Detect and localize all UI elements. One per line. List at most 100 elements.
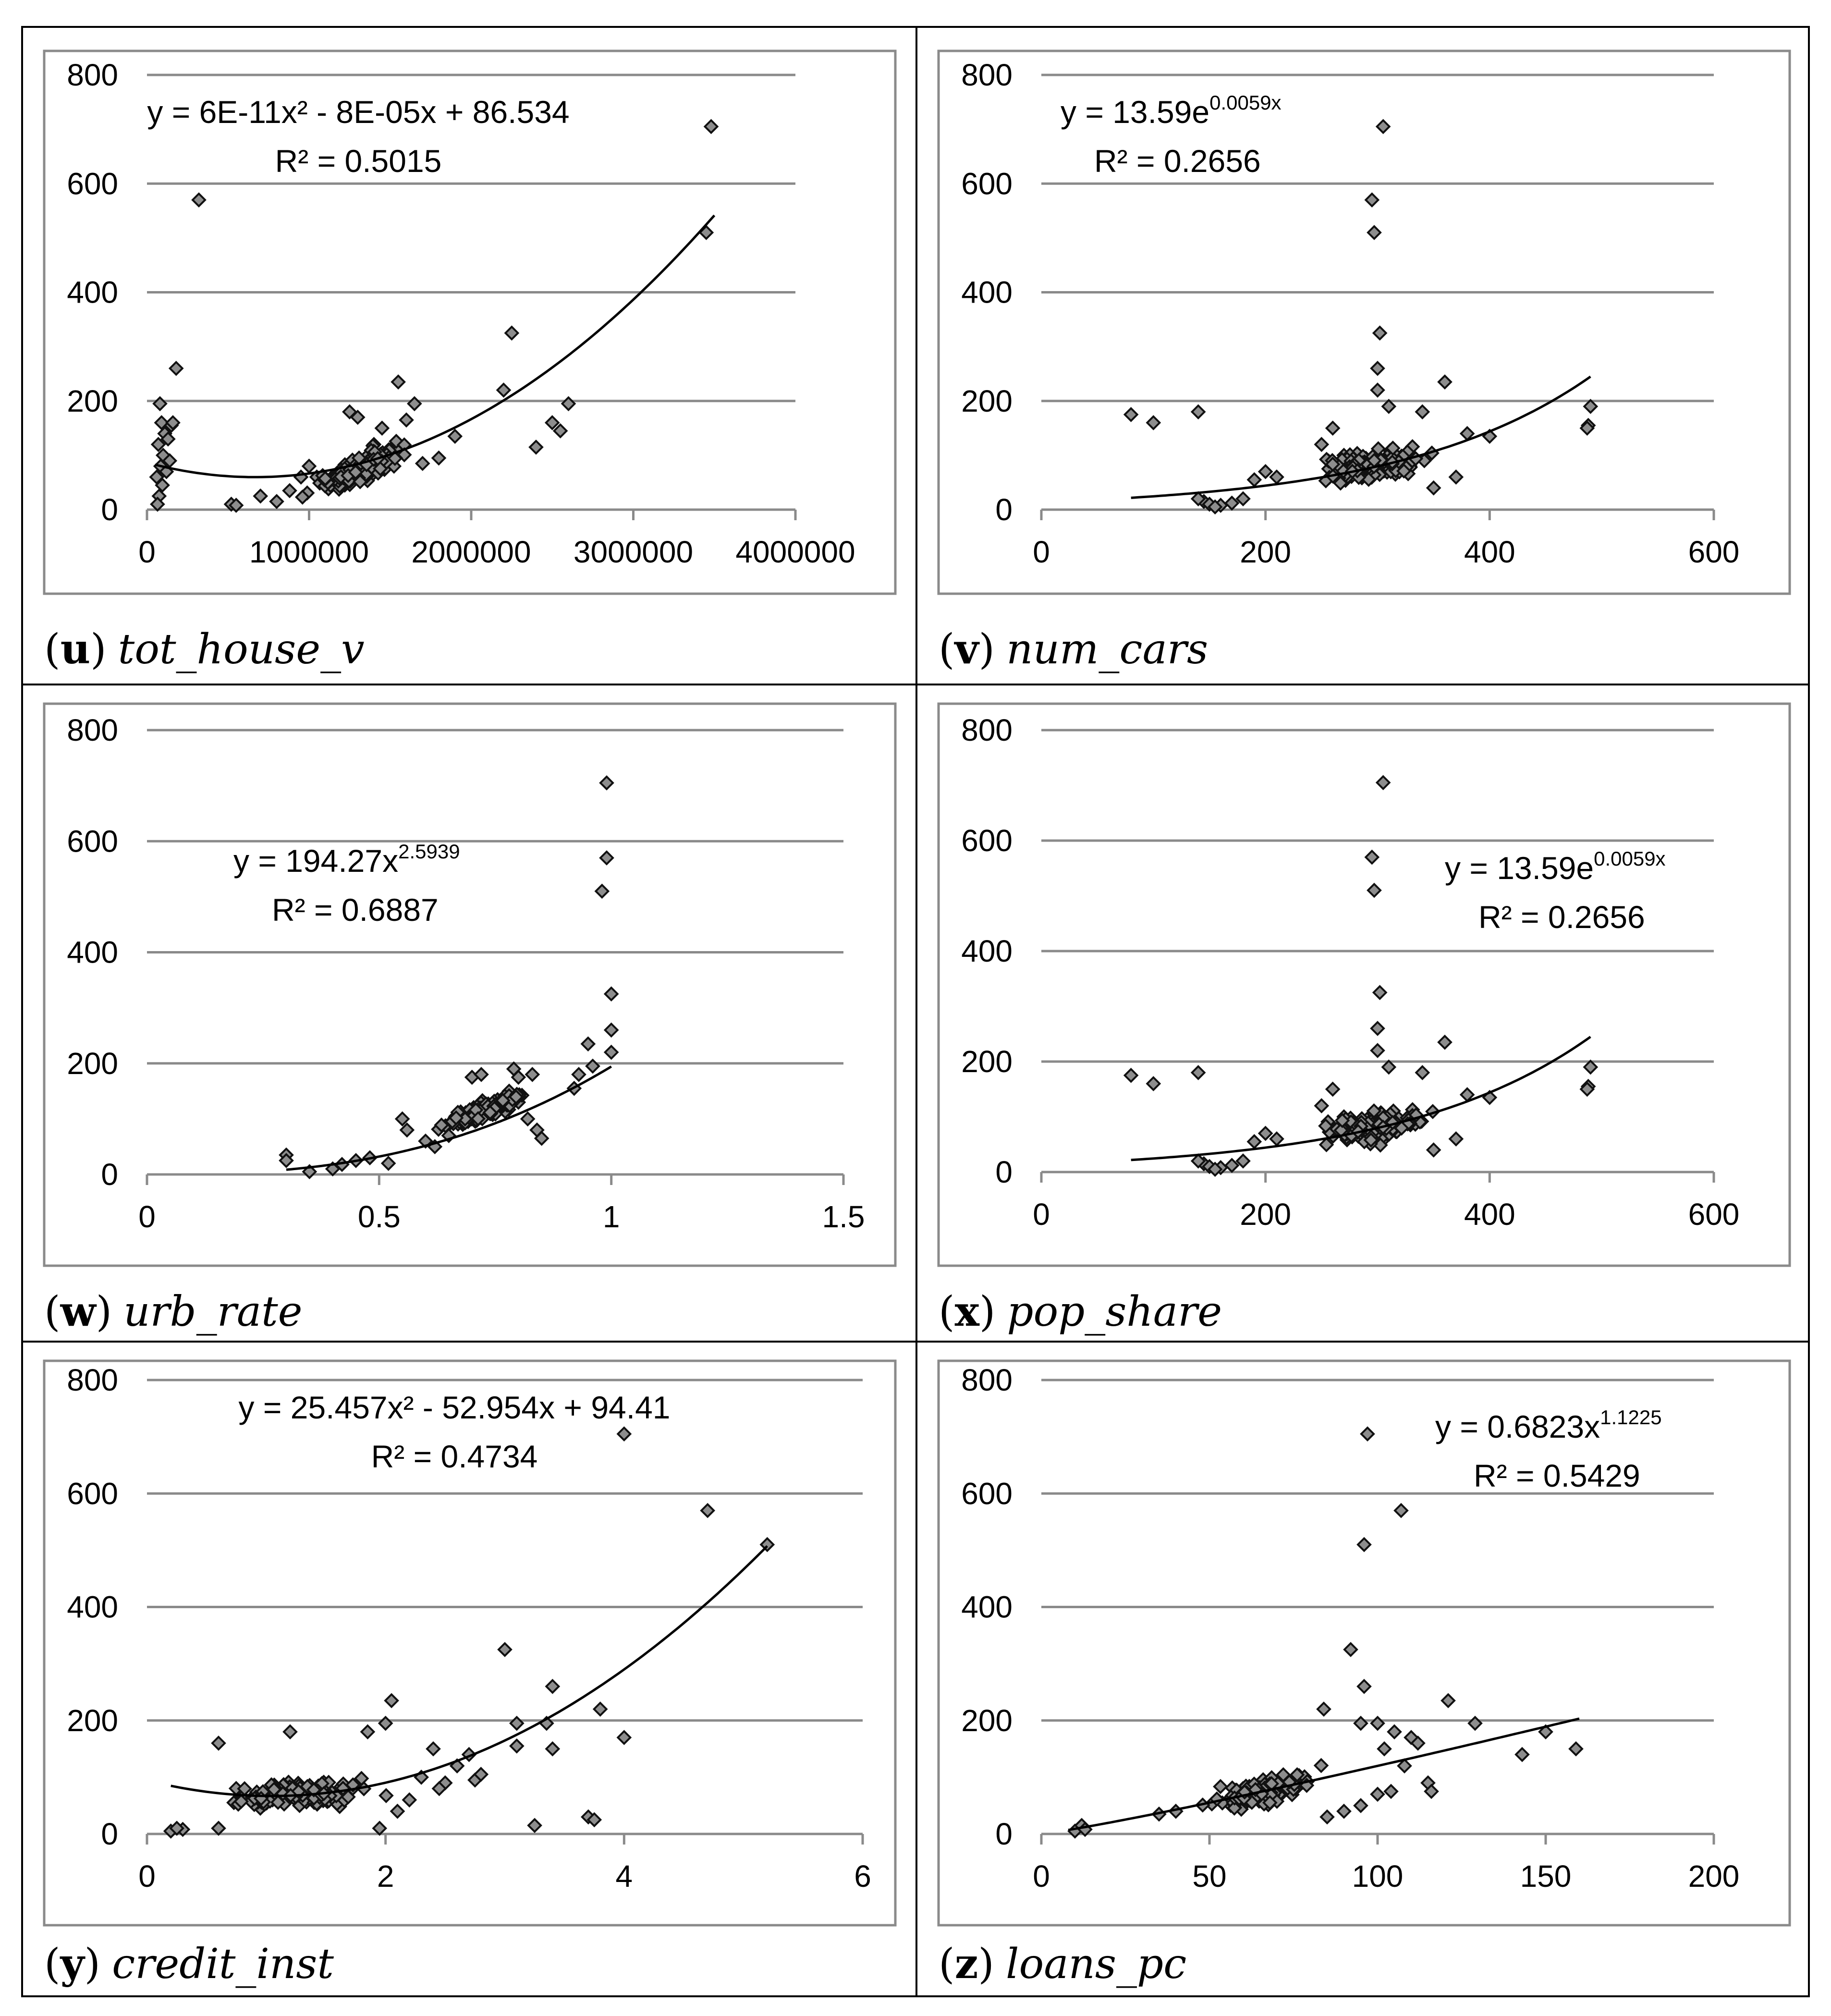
- data-point: [165, 415, 181, 430]
- panel-letter: w: [60, 1287, 97, 1336]
- figure-grid: [21, 26, 1810, 1997]
- panel-label: pop_share: [1007, 1288, 1222, 1336]
- r-squared: R² = 0.4734: [371, 1439, 538, 1474]
- data-point: [561, 396, 576, 412]
- data-point: [150, 437, 166, 452]
- y-tick-label: 400: [67, 275, 118, 310]
- r-squared: R² = 0.2656: [1478, 899, 1645, 935]
- trend-equation: y = 13.59e0.0059x: [1061, 91, 1282, 130]
- x-tick-label: 100: [1352, 1859, 1404, 1894]
- data-point: [1314, 1098, 1330, 1113]
- data-point: [169, 1821, 184, 1836]
- data-point: [434, 1117, 449, 1133]
- y-tick-label: 800: [67, 713, 118, 747]
- y-tick-label: 600: [961, 166, 1013, 201]
- chart-frame: [43, 1359, 897, 1927]
- data-point: [1370, 382, 1385, 398]
- data-point: [571, 1067, 586, 1082]
- data-point: [508, 1089, 524, 1105]
- chart-frame: [937, 1359, 1791, 1927]
- data-point: [470, 1111, 486, 1126]
- trendline: [1131, 1036, 1591, 1161]
- data-point: [527, 1818, 542, 1833]
- equation-exponent: 2.5939: [398, 840, 460, 863]
- panel-label: num_cars: [1006, 625, 1208, 673]
- data-point: [269, 494, 284, 509]
- panel-letter: y: [60, 1940, 86, 1988]
- data-point: [380, 1156, 396, 1171]
- trend-equation: y = 194.27x2.5939: [233, 840, 460, 879]
- data-point: [282, 483, 297, 499]
- data-point: [1381, 1059, 1397, 1075]
- data-point: [253, 488, 269, 504]
- data-point: [394, 1111, 410, 1127]
- x-tick-label: 600: [1688, 535, 1740, 569]
- data-point: [374, 420, 390, 436]
- trend-equation: y = 6E-11x² - 8E-05x + 86.534: [147, 94, 569, 130]
- x-tick-label: 2: [377, 1859, 394, 1894]
- panel-letter: v: [954, 625, 980, 673]
- x-tick-label: 0: [138, 1859, 156, 1894]
- x-tick-label: 600: [1688, 1197, 1740, 1232]
- data-point: [529, 1122, 545, 1138]
- data-point: [294, 489, 310, 505]
- data-point: [474, 1067, 489, 1082]
- data-point: [391, 374, 406, 390]
- data-point: [1426, 480, 1441, 496]
- data-point: [431, 1781, 447, 1796]
- data-point: [1226, 1800, 1242, 1816]
- data-point: [341, 1789, 356, 1805]
- data-point: [495, 1093, 511, 1108]
- y-tick-label: 800: [67, 1363, 118, 1397]
- data-point: [1213, 1779, 1228, 1795]
- x-tick-label: 4: [616, 1859, 633, 1894]
- data-point: [1375, 775, 1391, 791]
- data-point: [603, 986, 619, 1002]
- panel-caption: (v) num_cars: [939, 625, 1208, 673]
- panel-y: 0 200 400 600 800 0 2 4 6 y = 25.457x² - 52.954…: [43, 1359, 897, 1988]
- data-point: [1394, 1120, 1409, 1136]
- data-point: [431, 450, 447, 466]
- data-point: [545, 1741, 561, 1757]
- data-point: [580, 1036, 596, 1052]
- data-point: [352, 474, 368, 489]
- y-tick-label: 200: [67, 1703, 118, 1738]
- x-tick-label: 200: [1240, 535, 1291, 569]
- data-point: [1190, 1153, 1206, 1169]
- data-point: [1415, 404, 1430, 420]
- data-point: [1356, 1537, 1372, 1552]
- data-point: [1437, 1034, 1453, 1050]
- data-point: [552, 423, 568, 439]
- data-point: [1325, 1081, 1341, 1097]
- data-point: [603, 1022, 619, 1038]
- data-point: [1262, 1795, 1278, 1810]
- data-point: [317, 471, 333, 487]
- data-point: [1123, 1067, 1139, 1083]
- data-point: [350, 409, 366, 425]
- data-point: [1514, 1747, 1530, 1762]
- chart-frame: [43, 49, 897, 595]
- equation-base: y = 13.59e: [1445, 850, 1594, 886]
- data-point: [1393, 1503, 1409, 1518]
- x-tick-label: 0: [138, 535, 156, 569]
- equation-exponent: 0.0059x: [1209, 91, 1281, 114]
- data-point: [1426, 1142, 1441, 1158]
- panel-x: 0 200 400 600 800 0 200 400 600 y = 13.59e0.005…: [937, 702, 1791, 1336]
- data-point: [1123, 407, 1139, 422]
- data-point: [1207, 499, 1223, 515]
- data-point: [1579, 420, 1595, 436]
- data-point: [473, 1767, 489, 1782]
- data-point: [1190, 491, 1206, 507]
- data-point: [1207, 1161, 1223, 1177]
- data-point: [1146, 415, 1161, 430]
- trendline: [286, 1065, 612, 1171]
- x-tick-label: 0: [1033, 535, 1050, 569]
- data-point: [1396, 463, 1412, 479]
- data-point: [1370, 1021, 1385, 1036]
- equation-base: y = 0.6823x: [1435, 1409, 1600, 1444]
- chart-frame: [43, 702, 897, 1267]
- y-tick-label: 200: [961, 384, 1013, 418]
- r-squared: R² = 0.5015: [275, 143, 442, 179]
- x-tick-label: 0.5: [358, 1199, 401, 1234]
